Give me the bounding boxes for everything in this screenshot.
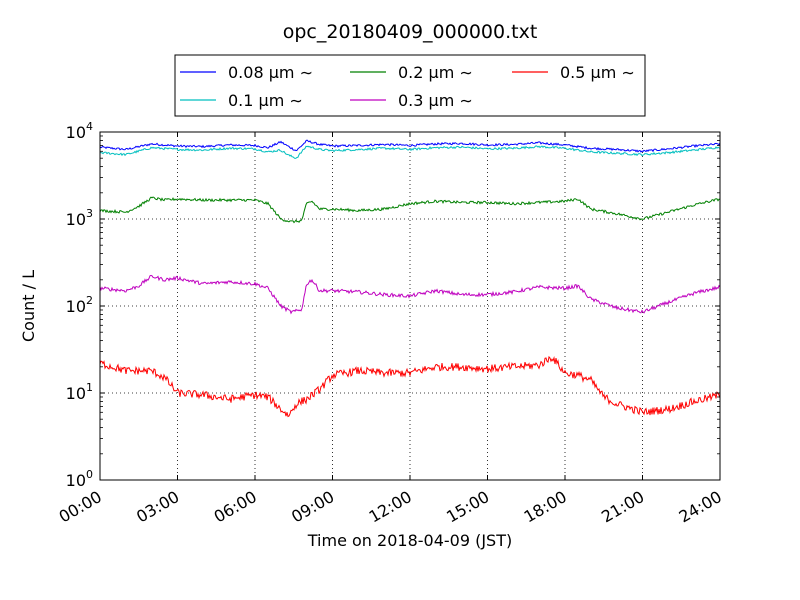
legend-box xyxy=(174,54,646,117)
y-axis-ticks: 100 101 102 103 104 xyxy=(66,120,720,490)
legend-label-4: 0.5 μm ∼ xyxy=(560,63,635,82)
legend-label-3: 0.3 μm ∼ xyxy=(398,91,473,110)
series-line-2 xyxy=(99,196,721,224)
chart-title: opc_20180409_000000.txt xyxy=(283,21,538,43)
y-tick-label: 102 xyxy=(66,294,93,316)
legend-label-0: 0.08 μm ∼ xyxy=(228,63,313,82)
series-line-1 xyxy=(99,145,721,159)
x-axis-label: Time on 2018-04-09 (JST) xyxy=(307,531,512,550)
grid-lines xyxy=(100,132,720,480)
y-tick-label: 103 xyxy=(66,207,93,229)
y-tick-label: 101 xyxy=(66,381,93,403)
series-line-0 xyxy=(99,139,721,153)
y-axis-label: Count / L xyxy=(19,270,38,342)
legend: 0.08 μm ∼ 0.1 μm ∼ 0.2 μm ∼ 0.3 μm ∼ 0.5 μm … xyxy=(174,54,646,117)
legend-label-1: 0.1 μm ∼ xyxy=(228,91,303,110)
series-line-4 xyxy=(99,355,721,418)
y-tick-label: 100 xyxy=(66,468,93,490)
legend-label-2: 0.2 μm ∼ xyxy=(398,63,473,82)
series-layer xyxy=(99,139,721,418)
y-tick-label: 104 xyxy=(66,120,93,142)
series-line-3 xyxy=(99,274,721,315)
